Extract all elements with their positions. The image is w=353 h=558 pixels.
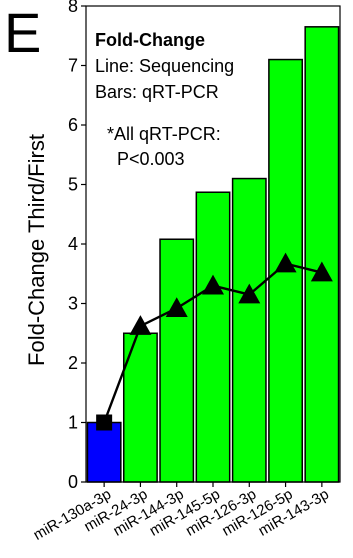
triangle-marker <box>165 297 188 318</box>
y-axis-label: Fold-Change Third/First <box>24 134 49 366</box>
annotation-box: Fold-Change Line: Sequencing Bars: qRT-P… <box>95 30 234 169</box>
panel-letter: E <box>4 1 41 64</box>
bar-miR-130a-3p <box>86 421 122 483</box>
y-tick-label: 5 <box>68 175 78 195</box>
bar-miR-145-5p <box>195 191 231 483</box>
line-series <box>96 252 333 431</box>
y-tick-label: 0 <box>68 472 78 492</box>
y-tick-label: 2 <box>68 353 78 373</box>
triangle-marker <box>129 315 152 335</box>
annotation-line-note: Line: Sequencing <box>95 56 234 76</box>
bar-miR-143-3p <box>304 26 340 483</box>
y-tick-label: 4 <box>68 234 78 254</box>
y-axis: 0 1 2 3 4 5 6 7 8 <box>68 0 86 492</box>
y-tick-label: 6 <box>68 115 78 135</box>
y-tick-label: 8 <box>68 0 78 16</box>
annotation-title: Fold-Change <box>95 30 205 50</box>
y-tick-label: 7 <box>68 56 78 76</box>
triangle-marker <box>238 283 261 304</box>
triangle-marker <box>274 252 297 273</box>
bar-miR-144-3p <box>159 238 195 483</box>
y-tick-label: 3 <box>68 294 78 314</box>
annotation-significance-2: P<0.003 <box>117 149 185 169</box>
annotation-significance-1: *All qRT-PCR: <box>107 124 221 144</box>
triangle-marker <box>202 274 224 295</box>
square-marker <box>96 414 113 431</box>
y-tick-label: 1 <box>68 413 78 433</box>
bar-miR-126-3p <box>231 177 267 483</box>
triangle-marker <box>310 261 333 282</box>
annotation-bar-note: Bars: qRT-PCR <box>95 82 219 102</box>
panel-border <box>85 5 341 483</box>
